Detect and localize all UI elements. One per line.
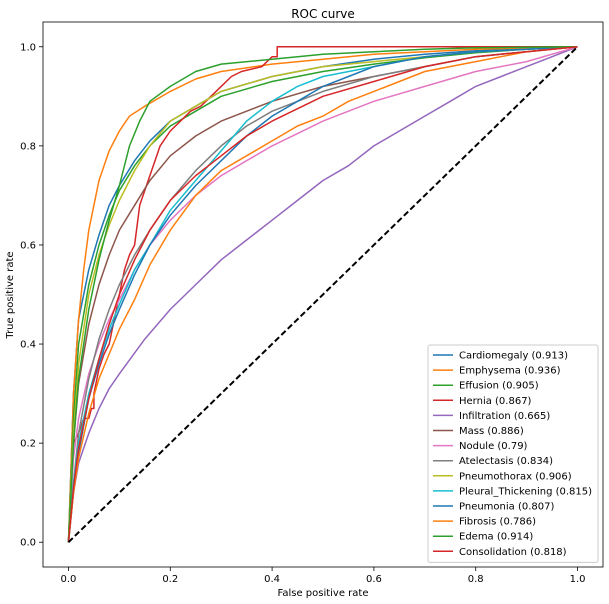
legend-label: Fibrosis (0.786)	[459, 517, 536, 528]
legend-label: Hernia (0.867)	[459, 396, 532, 407]
roc-line-8	[67, 46, 578, 543]
x-tick-label: 0.8	[468, 574, 484, 585]
legend-label: Consolidation (0.818)	[459, 547, 567, 558]
y-tick-label: 1.0	[20, 42, 36, 53]
x-tick-label: 0.4	[264, 574, 280, 585]
y-tick-label: 0.2	[20, 439, 36, 450]
legend-label: Effusion (0.905)	[459, 381, 539, 392]
legend-label: Emphysema (0.936)	[459, 366, 561, 377]
legend-label: Pneumonia (0.807)	[459, 502, 554, 513]
roc-line-4	[67, 46, 578, 543]
chart-title: ROC curve	[291, 7, 355, 21]
x-tick-label: 0.2	[162, 574, 178, 585]
x-tick-label: 0.0	[61, 574, 77, 585]
plot-area	[67, 46, 579, 543]
legend-label: Atelectasis (0.834)	[459, 456, 553, 467]
roc-line-13	[67, 46, 578, 543]
legend-box	[427, 344, 599, 563]
legend-label: Infiltration (0.665)	[459, 411, 550, 422]
y-tick-label: 0.8	[20, 141, 36, 152]
roc-line-12	[67, 46, 578, 543]
y-tick-label: 0.6	[20, 240, 36, 251]
chance-diagonal-line	[67, 46, 579, 543]
legend-label: Pneumothorax (0.906)	[459, 471, 572, 482]
x-tick-label: 1.0	[570, 574, 586, 585]
legend: Cardiomegaly (0.913) Emphysema (0.936) Eff…	[427, 344, 599, 563]
roc-line-5	[67, 46, 578, 543]
roc-line-2	[67, 46, 578, 543]
y-tick-label: 0.0	[20, 538, 36, 549]
x-tick-label: 0.6	[366, 574, 382, 585]
roc-line-14	[67, 46, 578, 543]
legend-label: Nodule (0.79)	[459, 441, 528, 452]
roc-line-7	[67, 46, 578, 543]
legend-label: Mass (0.886)	[459, 426, 524, 437]
x-axis-label: False positive rate	[278, 588, 369, 599]
y-tick-label: 0.4	[20, 340, 36, 351]
axis-ticks: 0.0 0.2 0.4 0.6 0.8 1.0 0.0 0.2 0.4 0.6 0.8 1.0	[20, 42, 585, 585]
axes-frame	[42, 21, 604, 568]
roc-line-3	[67, 46, 578, 543]
legend-label: Cardiomegaly (0.913)	[459, 351, 568, 362]
legend-label: Pleural_Thickening (0.815)	[459, 486, 592, 497]
legend-label: Edema (0.914)	[459, 532, 533, 543]
y-axis-label: True positive rate	[5, 251, 16, 339]
